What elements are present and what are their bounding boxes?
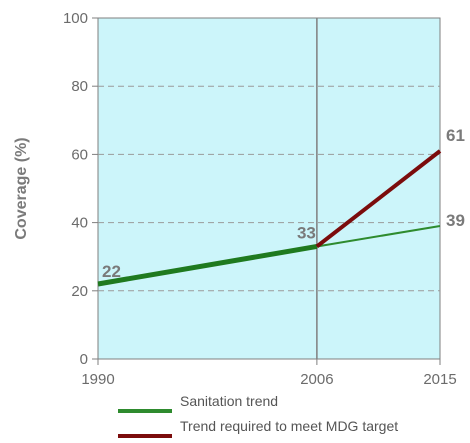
plot-area xyxy=(97,17,441,360)
legend-label: Trend required to meet MDG target xyxy=(180,418,398,434)
x-tick-label: 2015 xyxy=(423,371,456,388)
legend: Sanitation trend Trend required to meet M… xyxy=(118,393,398,438)
x-tick-label: 2006 xyxy=(300,371,333,388)
data-label: 39 xyxy=(446,211,465,230)
axes: 0 20 40 60 80 100 1990 2006 2015 xyxy=(63,10,457,388)
series-lines xyxy=(97,149,442,287)
y-tick-label: 100 xyxy=(63,10,88,27)
x-tick-label: 1990 xyxy=(81,371,114,388)
y-tick-label: 0 xyxy=(80,351,88,368)
sanitation-trend-line-projected xyxy=(316,225,441,248)
y-tick-label: 80 xyxy=(71,78,88,95)
data-label: 33 xyxy=(297,223,316,242)
y-tick-label: 20 xyxy=(71,283,88,300)
legend-label: Sanitation trend xyxy=(180,393,278,409)
y-axis-label: Coverage (%) xyxy=(13,137,30,239)
data-label: 61 xyxy=(446,126,465,145)
required-trend-line xyxy=(315,149,442,249)
data-label: 22 xyxy=(102,262,121,281)
data-labels: 22 33 61 39 xyxy=(102,126,465,281)
gridlines xyxy=(98,85,440,292)
y-tick-label: 40 xyxy=(71,215,88,232)
y-tick-label: 60 xyxy=(71,146,88,163)
sanitation-trend-line-observed xyxy=(97,244,318,287)
